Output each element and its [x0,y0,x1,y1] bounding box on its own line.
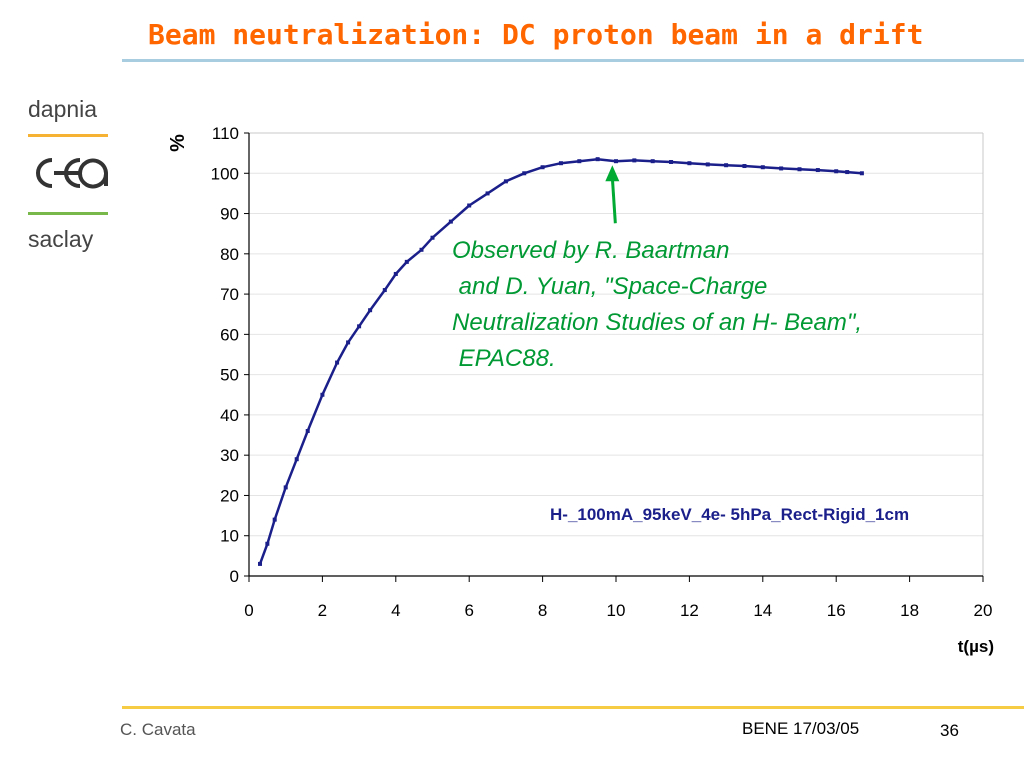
data-point [335,360,340,365]
data-point [540,165,545,170]
logo-top-bar [28,134,108,137]
data-point [614,159,618,164]
y-tick-label: 20 [220,486,239,505]
data-point [687,161,692,166]
y-tick-label: 0 [230,567,239,586]
x-tick-label: 12 [680,601,699,620]
data-point [272,517,277,522]
annotation-line: EPAC88. [452,345,556,372]
footer-event: BENE 17/03/05 [742,719,860,738]
y-tick-label: 110 [212,124,239,143]
x-tick-label: 14 [753,601,772,620]
data-point [404,259,409,264]
data-point [283,485,288,490]
x-tick-label: 4 [391,601,400,620]
data-point [448,219,453,224]
y-tick-label: 80 [220,245,239,264]
y-tick-label: 30 [220,446,239,465]
annotation-line: and D. Yuan, "Space-Charge [452,273,768,300]
data-point [815,168,820,173]
data-point [834,169,839,174]
data-point [430,235,435,240]
data-point [346,340,351,345]
x-tick-label: 18 [900,601,919,620]
data-point [797,167,802,172]
data-point [258,561,263,566]
data-point [305,429,310,434]
footer-author: C. Cavata [120,720,196,739]
y-tick-label: 60 [220,325,239,344]
y-tick-label: 50 [220,366,239,385]
data-point [845,170,850,175]
series-label: H-_100mA_95keV_4e- 5hPa_Rect-Rigid_1cm [550,505,909,524]
data-point [419,247,424,252]
footer-divider [122,706,1024,709]
x-tick-label: 0 [244,601,253,620]
data-point [779,166,784,171]
series-line [258,157,863,565]
x-tick-label: 10 [607,601,626,620]
data-point [294,457,299,462]
data-point [368,308,373,313]
data-point [669,159,674,164]
data-point [632,158,637,163]
cea-logo-icon [36,158,108,189]
data-point [742,164,747,169]
data-point [467,203,472,208]
logo-top-text: dapnia [28,96,98,122]
x-tick-label: 20 [974,601,993,620]
x-axis-label: t(µs) [958,637,994,656]
data-point [595,157,600,162]
data-point [503,179,508,184]
annotation-arrow-head [605,165,620,182]
data-point [485,191,490,196]
x-tick-label: 2 [318,601,327,620]
dapnia-cea-saclay-logo: dapnia saclay [28,96,110,256]
x-tick-label: 16 [827,601,846,620]
y-tick-label: 10 [220,527,239,546]
data-point [382,288,387,293]
data-point [522,171,527,176]
y-tick-label: 100 [211,164,239,183]
data-point [705,162,710,167]
annotation-line: Neutralization Studies of an H- Beam", [452,309,863,336]
y-tick-label: 40 [220,406,239,425]
data-point [650,159,655,164]
x-tick-label: 6 [464,601,473,620]
annotation-line: Observed by R. Baartman [452,237,730,264]
slide-title: Beam neutralization: DC proton beam in a… [148,18,924,51]
y-axis-label: % [167,134,189,152]
data-point [265,541,270,546]
data-point [393,271,398,276]
data-point [577,159,582,164]
data-point [558,161,563,166]
data-point [724,163,729,168]
y-tick-label: 70 [220,285,239,304]
title-underline [122,59,1024,62]
data-point [760,165,765,170]
data-point [320,392,325,397]
data-point [859,171,864,176]
data-point [357,324,362,329]
footer-page-number: 36 [940,721,959,740]
logo-bottom-bar [28,212,108,215]
annotation-arrow-shaft [610,177,617,224]
logo-bottom-text: saclay [28,226,94,252]
y-tick-label: 90 [220,205,239,224]
neutralization-chart: 0 10 20 30 40 50 60 70 80 90 100 110 0 2 4 6 8 10 12 14 16 18… [167,124,994,656]
x-tick-label: 8 [538,601,547,620]
annotation-text: Observed by R. Baartman and D. Yuan, "Sp… [452,233,1012,377]
